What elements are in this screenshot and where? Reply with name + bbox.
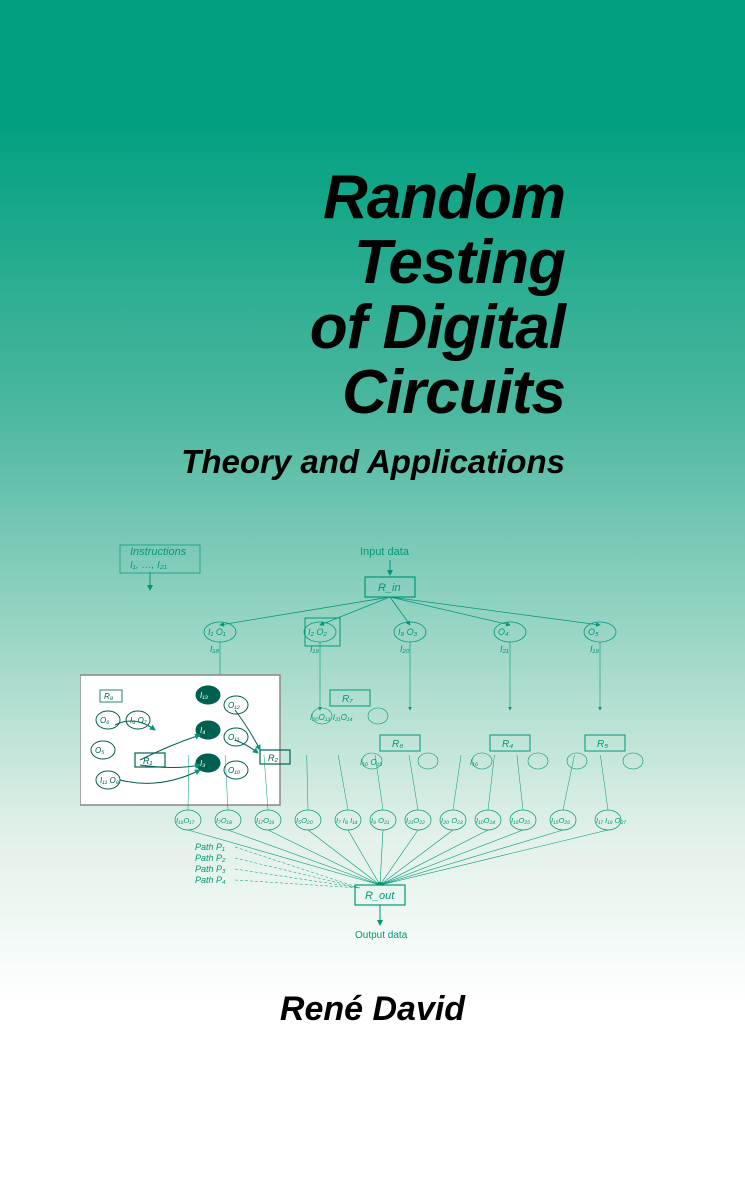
svg-text:O₁₀: O₁₀ — [228, 766, 241, 775]
author-name: René David — [0, 990, 745, 1029]
svg-text:O₄: O₄ — [498, 627, 509, 637]
svg-text:R₂: R₂ — [268, 753, 278, 763]
svg-text:R_in: R_in — [378, 582, 401, 594]
svg-text:Input data: Input data — [360, 546, 410, 558]
svg-text:Path P₄: Path P₄ — [195, 875, 226, 885]
svg-text:I₁₈: I₁₈ — [210, 644, 219, 654]
title-line-3: of Digital — [60, 295, 565, 360]
svg-text:O₅: O₅ — [588, 627, 599, 637]
svg-text:I₁₆O₁₇: I₁₆O₁₇ — [176, 816, 195, 825]
svg-text:O₆: O₆ — [100, 716, 110, 725]
svg-text:I₇ I₈ I₁₄: I₇ I₈ I₁₄ — [336, 816, 358, 825]
svg-text:R₄: R₄ — [502, 739, 513, 750]
book-cover: Random Testing of Digital Circuits Theor… — [0, 0, 745, 1184]
svg-text:I₁₁ O₉: I₁₁ O₉ — [100, 776, 119, 785]
svg-text:Path P₁: Path P₁ — [195, 842, 225, 852]
circuit-diagram: Instructions I₁, …, I₂₁ Input data R_in I₁ O… — [80, 540, 665, 950]
svg-text:I₂₀ O₂₃: I₂₀ O₂₃ — [441, 816, 463, 825]
svg-text:I₁₃: I₁₃ — [200, 691, 208, 700]
svg-text:I₁, …, I₂₁: I₁, …, I₂₁ — [130, 560, 167, 571]
svg-text:I₂₁O₂₂: I₂₁O₂₂ — [406, 816, 425, 825]
svg-text:O₁₁: O₁₁ — [228, 733, 240, 742]
svg-text:R₈: R₈ — [104, 692, 114, 701]
svg-text:I₄: I₄ — [200, 726, 205, 735]
svg-text:I₂₀O₁₃ I₂₁O₁₄: I₂₀O₁₃ I₂₁O₁₄ — [310, 713, 353, 722]
svg-text:I₇O₁₈: I₇O₁₈ — [216, 816, 232, 825]
svg-text:I₁₆: I₁₆ — [470, 758, 479, 767]
svg-text:I₁₅O₂₆: I₁₅O₂₆ — [551, 816, 570, 825]
svg-text:R₅: R₅ — [597, 739, 608, 750]
svg-text:I₉ O₂₁: I₉ O₂₁ — [371, 816, 390, 825]
title-line-1: Random — [60, 165, 565, 230]
svg-text:Path P₃: Path P₃ — [195, 864, 226, 874]
subtitle: Theory and Applications — [60, 443, 565, 481]
svg-text:I₁ O₁: I₁ O₁ — [208, 627, 226, 637]
svg-text:I₁₉: I₁₉ — [310, 644, 319, 654]
svg-text:I₂₁: I₂₁ — [500, 644, 509, 654]
svg-text:Output data: Output data — [355, 930, 408, 941]
svg-text:R₆: R₆ — [392, 739, 403, 750]
title-block: Random Testing of Digital Circuits Theor… — [60, 165, 685, 481]
svg-text:I₁₆O₂₅: I₁₆O₂₅ — [511, 816, 530, 825]
svg-text:I₂ O₂: I₂ O₂ — [308, 627, 327, 637]
svg-text:I₁₉: I₁₉ — [590, 644, 599, 654]
title-line-4: Circuits — [60, 360, 565, 425]
svg-text:I₁₀O₂₄: I₁₀O₂₄ — [476, 816, 495, 825]
svg-text:I₂₀: I₂₀ — [400, 644, 410, 654]
svg-text:I₉ O₃: I₉ O₃ — [398, 627, 418, 637]
svg-text:I₁₇ I₁₉ O₂₇: I₁₇ I₁₉ O₂₇ — [596, 816, 626, 825]
svg-text:I₁₇O₁₉: I₁₇O₁₉ — [256, 816, 274, 825]
svg-text:I₃: I₃ — [200, 759, 205, 768]
title-line-2: Testing — [60, 230, 565, 295]
svg-text:O₁₂: O₁₂ — [228, 701, 240, 710]
svg-text:I₅O₂₀: I₅O₂₀ — [296, 816, 313, 825]
svg-text:R_out: R_out — [365, 890, 395, 902]
svg-text:Path P₂: Path P₂ — [195, 853, 226, 863]
svg-text:Instructions: Instructions — [130, 546, 187, 558]
svg-text:O₅: O₅ — [95, 746, 105, 755]
svg-text:R₇: R₇ — [342, 694, 353, 705]
